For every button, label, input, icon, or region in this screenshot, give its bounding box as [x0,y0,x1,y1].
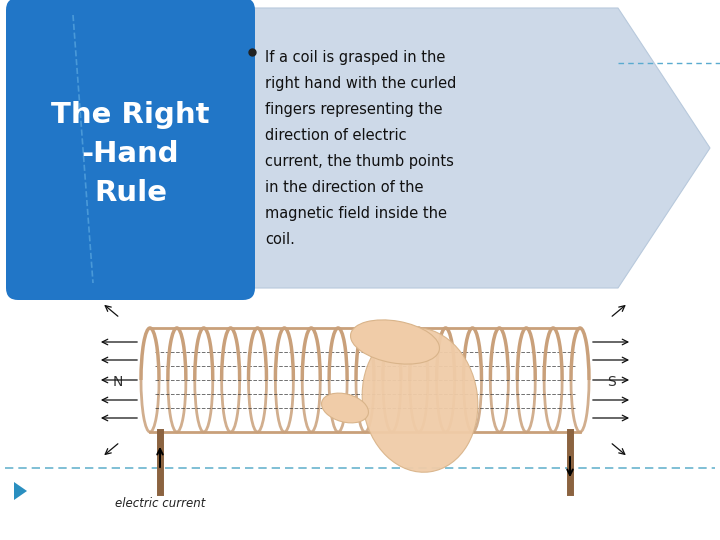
Text: If a coil is grasped in the: If a coil is grasped in the [265,50,446,65]
Text: coil.: coil. [265,232,295,247]
Text: fingers representing the: fingers representing the [265,102,443,117]
Text: direction of electric: direction of electric [265,128,407,143]
Polygon shape [14,482,27,500]
Text: electric current: electric current [114,497,205,510]
FancyBboxPatch shape [6,0,255,300]
Text: N: N [113,375,123,389]
Text: in the direction of the: in the direction of the [265,180,423,195]
Text: The Right
-Hand
Rule: The Right -Hand Rule [51,101,210,207]
Text: current, the thumb points: current, the thumb points [265,154,454,169]
Polygon shape [185,8,710,288]
Text: magnetic field inside the: magnetic field inside the [265,206,447,221]
Ellipse shape [351,320,439,364]
Text: S: S [608,375,616,389]
Ellipse shape [362,328,478,472]
Text: right hand with the curled: right hand with the curled [265,76,456,91]
Ellipse shape [322,393,369,423]
